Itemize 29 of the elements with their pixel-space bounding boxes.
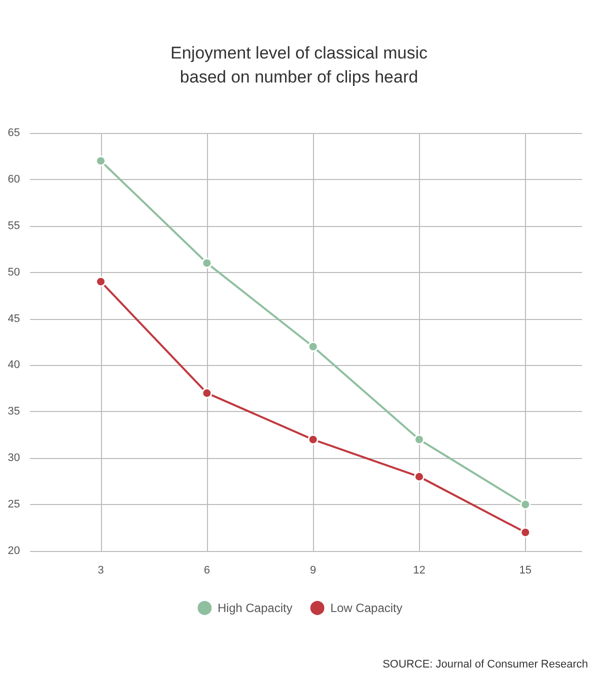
point	[308, 434, 318, 445]
point	[414, 434, 424, 445]
x-tick-label: 12	[413, 564, 426, 576]
point	[414, 471, 424, 482]
point	[308, 341, 318, 352]
legend-label: Low Capacity	[330, 601, 402, 615]
y-tick-label: 40	[8, 359, 20, 372]
x-tick-label: 9	[310, 564, 316, 576]
y-tick-label: 20	[8, 545, 20, 557]
x-tick-label: 6	[204, 564, 210, 576]
y-tick-label: 25	[8, 498, 20, 511]
point	[520, 527, 531, 538]
y-tick-label: 60	[8, 173, 20, 186]
y-tick-label: 45	[8, 312, 20, 325]
x-tick-label: 3	[98, 564, 104, 576]
y-tick-label: 50	[8, 266, 20, 278]
point	[202, 388, 212, 398]
y-tick-label: 65	[8, 127, 20, 139]
y-tick-label: 30	[8, 452, 20, 464]
point	[96, 156, 106, 166]
point	[520, 499, 531, 510]
source-note: SOURCE: Journal of Consumer Research	[382, 658, 588, 670]
point	[96, 276, 106, 287]
legend-label: High Capacity	[218, 601, 292, 615]
y-tick-label: 55	[8, 220, 20, 232]
chart-title: Enjoyment level of classical music based on number of clips heard	[170, 44, 428, 86]
point	[202, 258, 212, 268]
y-tick-label: 35	[8, 406, 20, 418]
x-tick-label: 15	[519, 564, 532, 576]
